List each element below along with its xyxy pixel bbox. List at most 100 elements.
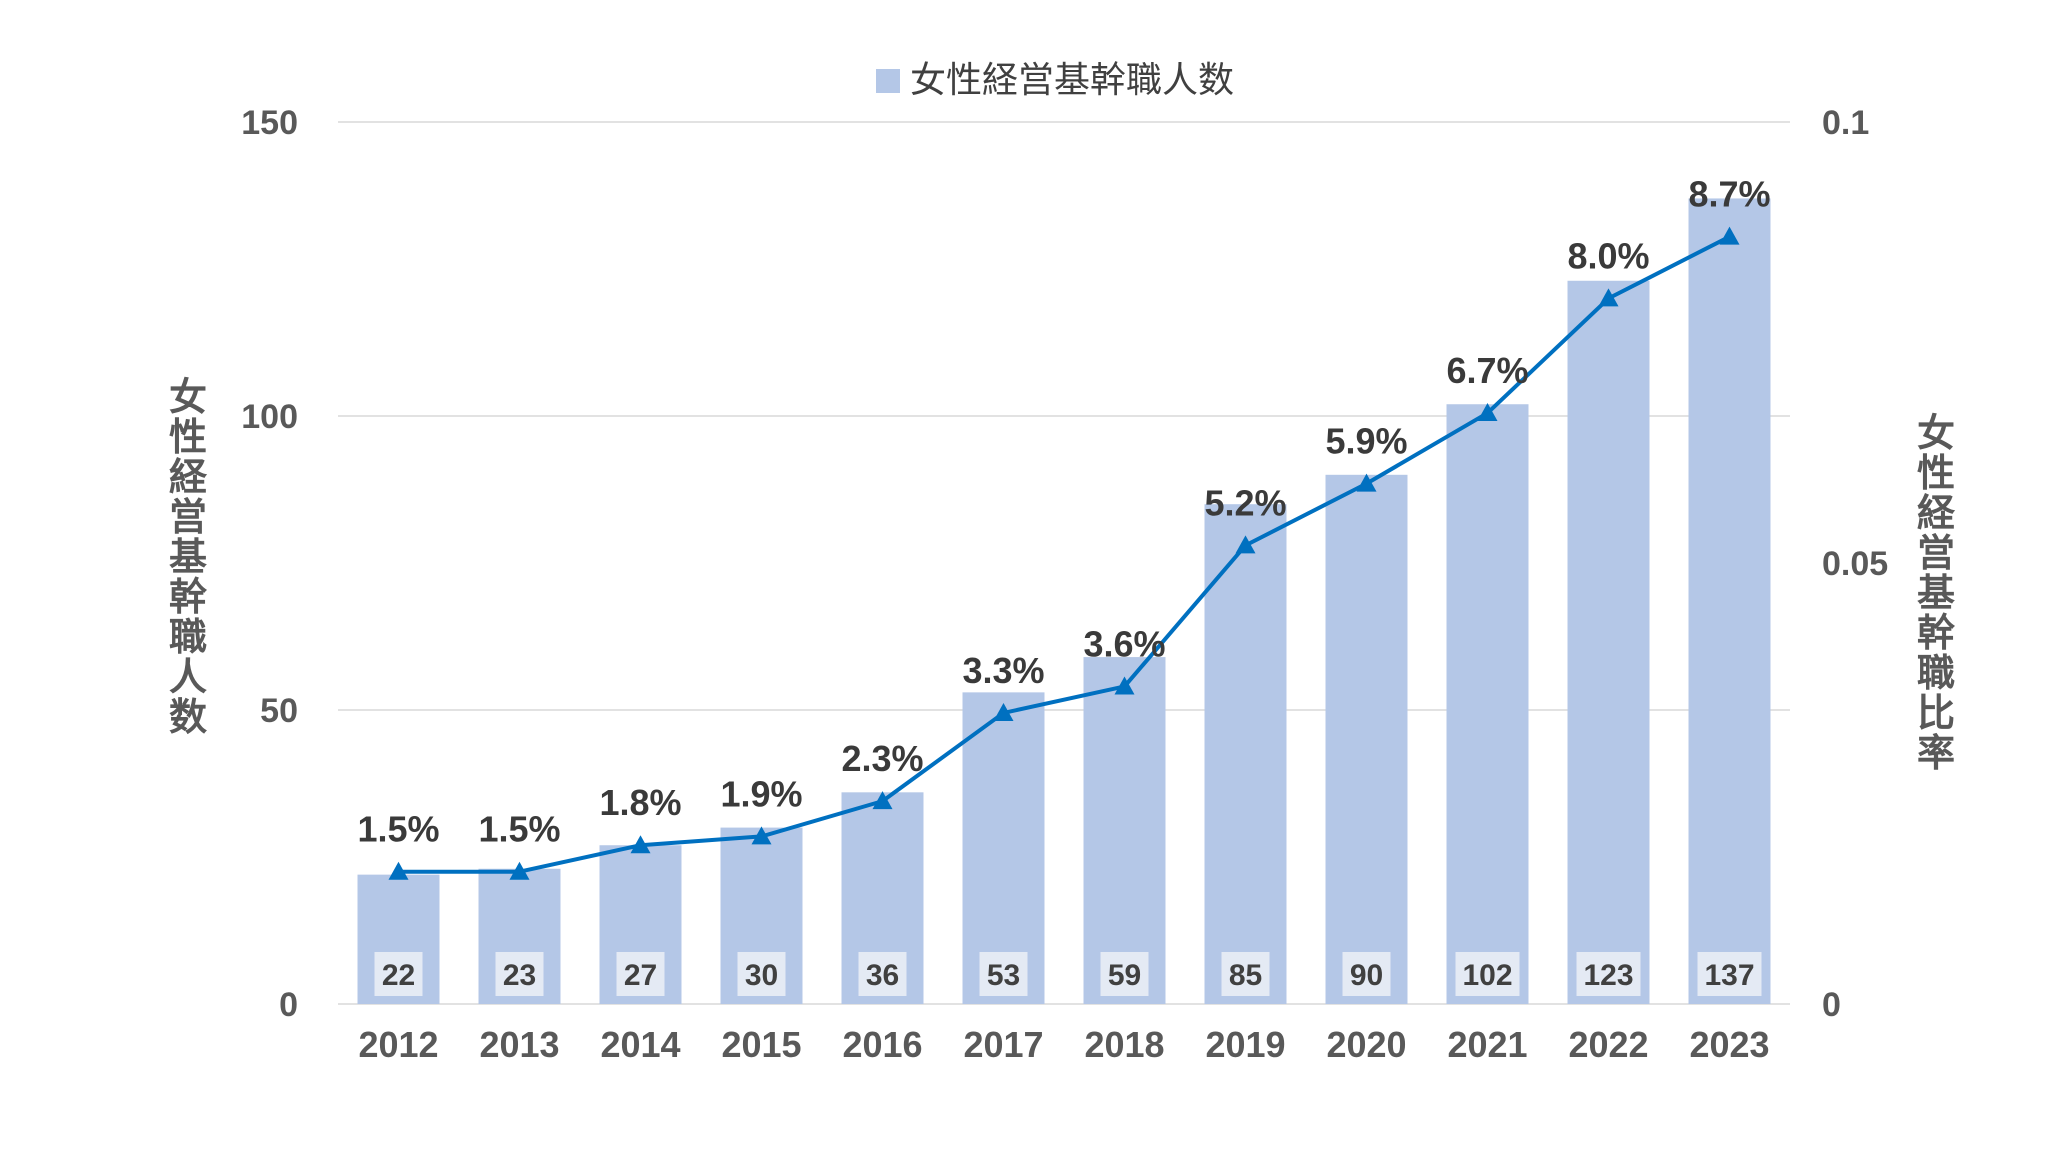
x-tick-label: 2021 [1447, 1024, 1527, 1065]
axis-title-char: 経 [1917, 491, 1956, 535]
bar-value-label-bg [1221, 952, 1270, 996]
ratio-point [1356, 473, 1377, 492]
ratio-point [509, 861, 530, 880]
bar [1204, 504, 1287, 1004]
right-tick-label: 0.05 [1822, 545, 1888, 583]
axis-title-char: 比 [1917, 691, 1955, 735]
left-tick-label: 150 [241, 104, 298, 142]
ratio-label: 3.3% [962, 650, 1044, 691]
ratio-point [751, 826, 772, 845]
bar-series [357, 198, 1771, 1004]
right-tick-label: 0 [1822, 986, 1841, 1024]
ratio-label: 6.7% [1446, 350, 1528, 391]
ratio-label: 1.5% [357, 809, 439, 850]
axis-title-char: 人 [169, 655, 207, 699]
right-axis-ticks: 0 0.05 0.1 [1822, 104, 1888, 1024]
legend-label: 女性経営基幹職人数 [910, 60, 1234, 101]
bar [1688, 198, 1771, 1004]
x-tick-label: 2023 [1689, 1024, 1769, 1065]
x-tick-label: 2012 [358, 1024, 438, 1065]
axis-title-char: 性 [169, 415, 207, 459]
bar-value-label-bg [1455, 952, 1520, 996]
axis-title-char: 幹 [169, 575, 207, 619]
bar-value-label-bg [1342, 952, 1391, 996]
axis-title-char: 基 [169, 535, 207, 579]
left-axis-ticks: 0 50 100 150 [241, 104, 298, 1024]
ratio-label: 5.9% [1325, 421, 1407, 462]
axis-title-char: 率 [1917, 731, 1955, 775]
axis-title-char: 幹 [1917, 611, 1955, 655]
axis-title-char: 女 [1917, 411, 1955, 455]
right-tick-label: 0.1 [1822, 104, 1869, 142]
ratio-line [398, 234, 1731, 874]
ratio-labels: 1.5% 1.5% 1.8% 1.9% 2.3% 3.3% 3.6% 5.2% 5.9% 6.7%… [357, 174, 1770, 850]
gridlines [338, 121, 1790, 1005]
ratio-point [630, 835, 651, 854]
ratio-line-series [388, 226, 1740, 880]
ratio-point [993, 702, 1014, 721]
ratio-label: 8.7% [1688, 174, 1770, 215]
left-tick-label: 50 [260, 692, 298, 730]
axis-title-char: 職 [1917, 651, 1955, 695]
bar-value-label: 102 [1462, 959, 1512, 992]
ratio-label: 1.9% [720, 773, 802, 814]
bar-value-label: 90 [1350, 959, 1383, 992]
ratio-label: 8.0% [1567, 235, 1649, 276]
ratio-label: 1.5% [478, 809, 560, 850]
x-tick-label: 2017 [963, 1024, 1043, 1065]
ratio-label: 2.3% [841, 738, 923, 779]
legend-swatch [876, 69, 900, 93]
axis-title-char: 女 [169, 375, 207, 419]
bar-value-label: 53 [987, 959, 1020, 992]
x-tick-label: 2020 [1326, 1024, 1406, 1065]
x-tick-label: 2013 [479, 1024, 559, 1065]
ratio-point [1477, 403, 1498, 422]
ratio-label: 5.2% [1204, 482, 1286, 523]
bar-value-label-bg [737, 952, 786, 996]
x-axis-ticks: 2012 2013 2014 2015 2016 2017 2018 2019 2020 2021… [358, 1024, 1769, 1065]
axis-title-char: 基 [1917, 571, 1955, 615]
axis-title-char: 営 [1917, 531, 1955, 575]
x-tick-label: 2015 [721, 1024, 801, 1065]
bar-value-label: 27 [624, 959, 657, 992]
bar-value-label: 22 [382, 959, 415, 992]
bar-value-label-bg [616, 952, 665, 996]
bar-value-label: 137 [1704, 959, 1754, 992]
bar-value-label-bg [1697, 952, 1762, 996]
bar-value-label-bg [1100, 952, 1149, 996]
bar-value-label: 23 [503, 959, 536, 992]
bar [1567, 280, 1650, 1004]
bar [1083, 657, 1166, 1004]
axis-title-char: 性 [1917, 451, 1955, 495]
axis-title-char: 数 [169, 695, 207, 739]
bar-value-label: 59 [1108, 959, 1141, 992]
ratio-point [388, 861, 409, 880]
right-axis-title: 女性経営基幹職比率 [1917, 411, 1956, 775]
ratio-point [1114, 676, 1135, 695]
bar [1446, 404, 1529, 1004]
bar-value-label: 123 [1583, 959, 1633, 992]
bar-value-label-bg [374, 952, 423, 996]
x-tick-label: 2014 [600, 1024, 680, 1065]
ratio-point [1719, 226, 1740, 245]
x-tick-label: 2018 [1084, 1024, 1164, 1065]
axis-title-char: 経 [169, 455, 208, 499]
bar-value-label: 36 [866, 959, 899, 992]
bar-value-label-bg [979, 952, 1028, 996]
ratio-label: 3.6% [1083, 623, 1165, 664]
bar-value-label-bg [1576, 952, 1641, 996]
bar-value-label-bg [495, 952, 544, 996]
bar [1325, 474, 1408, 1004]
bar-value-label-bg [858, 952, 907, 996]
legend[interactable]: 女性経営基幹職人数 [876, 60, 1234, 101]
x-tick-label: 2022 [1568, 1024, 1648, 1065]
bar-value-label: 85 [1229, 959, 1262, 992]
axis-title-char: 職 [169, 615, 207, 659]
bar-value-labels: 22 23 27 30 36 53 59 85 90 102 123 137 [374, 952, 1762, 996]
ratio-point [1598, 288, 1619, 307]
ratio-label: 1.8% [599, 782, 681, 823]
axis-title-char: 営 [169, 495, 207, 539]
x-tick-label: 2019 [1205, 1024, 1285, 1065]
x-tick-label: 2016 [842, 1024, 922, 1065]
left-tick-label: 0 [279, 986, 298, 1024]
